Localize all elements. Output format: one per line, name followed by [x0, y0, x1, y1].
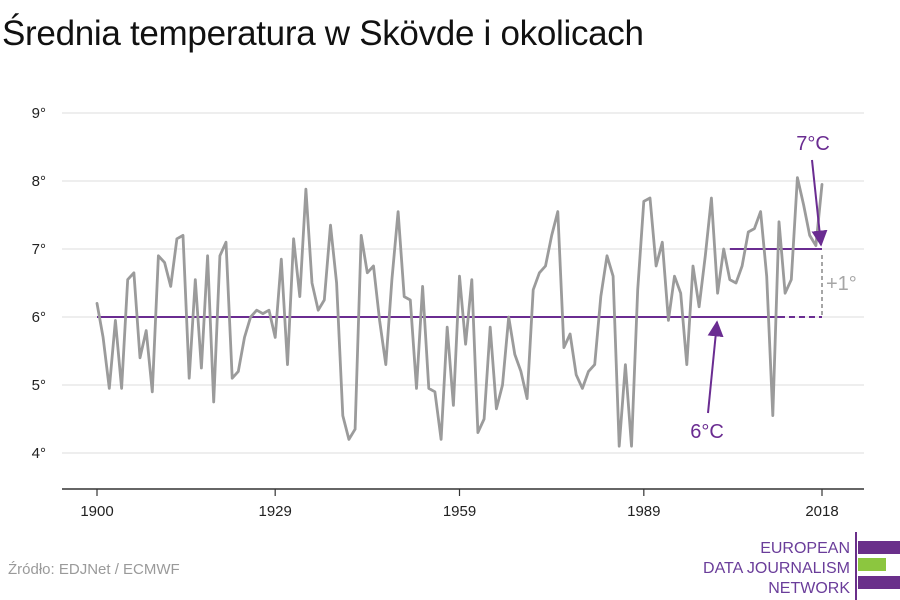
- source-note: Źródło: EDJNet / ECMWF: [8, 561, 180, 578]
- y-tick-label: 7°: [32, 241, 46, 258]
- logo-line-2: DATA JOURNALISM: [703, 560, 850, 577]
- y-tick-label: 9°: [32, 105, 46, 122]
- logo-bar-middle: [858, 558, 886, 571]
- gridlines: [62, 112, 864, 454]
- edjnet-logo: EUROPEAN DATA JOURNALISM NETWORK: [700, 528, 900, 600]
- y-tick-label: 4°: [32, 445, 46, 462]
- chart-title: Średnia temperatura w Skövde i okolicach: [2, 14, 644, 53]
- logo-line-3: NETWORK: [768, 580, 850, 597]
- logo-text: EUROPEAN DATA JOURNALISM NETWORK: [703, 539, 850, 599]
- y-tick-label: 6°: [32, 309, 46, 326]
- x-tick-label: 1989: [627, 503, 660, 520]
- logo-line-1: EUROPEAN: [760, 540, 850, 557]
- temperature-series-line: [95, 176, 824, 448]
- series-layer: [95, 176, 824, 448]
- y-tick-label: 8°: [32, 173, 46, 190]
- arrow-6c: [707, 320, 724, 414]
- x-tick-label: 2018: [805, 503, 838, 520]
- x-tick-label: 1929: [258, 503, 291, 520]
- label-6c: 6°C: [690, 421, 724, 443]
- axes: 4° 5° 6° 7° 8° 9° 1900 1929 1959 1989 2018: [32, 105, 864, 520]
- arrow-7c: [811, 159, 828, 247]
- label-7c: 7°C: [796, 133, 830, 155]
- logo-bar-bottom: [858, 576, 900, 589]
- logo-divider: [855, 532, 857, 600]
- logo-bar-top: [858, 541, 900, 554]
- x-tick-label: 1900: [80, 503, 113, 520]
- annotations: +1° 7°C 6°C: [690, 133, 857, 443]
- x-tick-label: 1959: [443, 503, 476, 520]
- y-tick-label: 5°: [32, 377, 46, 394]
- difference-label: +1°: [826, 273, 857, 295]
